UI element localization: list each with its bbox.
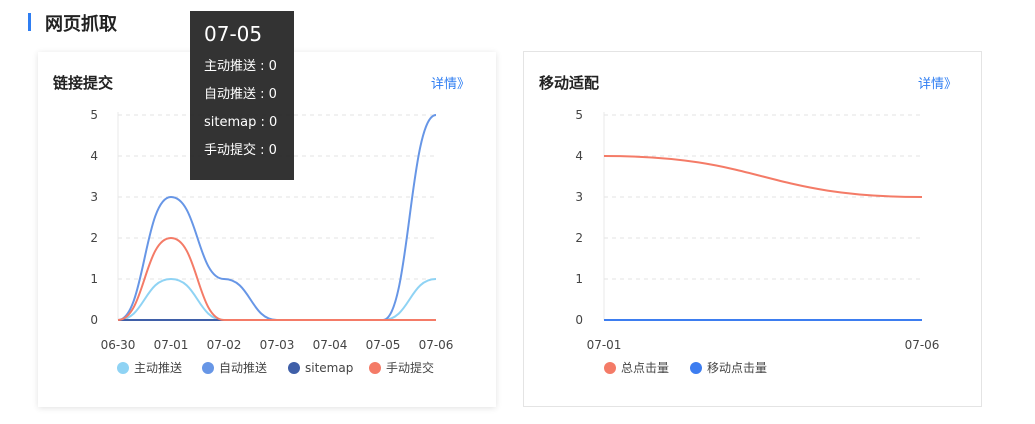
- y-tick-label: 1: [575, 272, 583, 286]
- tooltip-row: 手动提交 : 0: [204, 143, 277, 158]
- y-tick-label: 5: [575, 108, 583, 122]
- y-tick-label: 1: [90, 272, 98, 286]
- x-tick-label: 07-02: [207, 338, 242, 352]
- legend-label[interactable]: 手动提交: [386, 360, 434, 375]
- tooltip-row: sitemap : 0: [204, 115, 278, 130]
- tooltip-row: 主动推送 : 0: [204, 59, 277, 74]
- tooltip-title: 07-05: [204, 22, 263, 46]
- legend-marker[interactable]: [288, 362, 300, 374]
- legend-label[interactable]: 自动推送: [219, 360, 267, 375]
- mobile-adapt-title: 移动适配: [539, 74, 600, 92]
- x-tick-label: 07-04: [313, 338, 348, 352]
- tooltip-row: 自动推送 : 0: [204, 87, 277, 102]
- x-tick-label: 07-01: [587, 338, 622, 352]
- y-tick-label: 3: [90, 190, 98, 204]
- y-tick-label: 2: [90, 231, 98, 245]
- section-title: 网页抓取: [45, 14, 117, 35]
- legend-label[interactable]: 主动推送: [134, 360, 182, 375]
- legend-marker[interactable]: [690, 362, 702, 374]
- series-line: [117, 277, 437, 322]
- x-tick-label: 07-03: [260, 338, 295, 352]
- legend-label[interactable]: sitemap: [305, 361, 353, 375]
- y-tick-label: 4: [90, 149, 98, 163]
- x-tick-label: 07-06: [905, 338, 940, 352]
- series-line: [603, 155, 923, 198]
- x-tick-label: 07-06: [419, 338, 454, 352]
- series-line: [117, 236, 436, 322]
- section-accent-bar: [28, 13, 31, 31]
- x-tick-label: 07-01: [154, 338, 189, 352]
- mobile-adapt-card: 移动适配 详情》: [523, 51, 982, 407]
- link-submit-detail-link[interactable]: 详情》: [431, 77, 471, 92]
- legend-marker[interactable]: [117, 362, 129, 374]
- y-tick-label: 0: [575, 313, 583, 327]
- y-tick-label: 0: [90, 313, 98, 327]
- x-tick-label: 07-05: [366, 338, 401, 352]
- y-tick-label: 4: [575, 149, 583, 163]
- y-tick-label: 3: [575, 190, 583, 204]
- x-tick-label: 06-30: [101, 338, 136, 352]
- link-submit-title: 链接提交: [53, 74, 114, 92]
- mobile-adapt-detail-link[interactable]: 详情》: [918, 77, 958, 92]
- chart-tooltip: 07-05 主动推送 : 0 自动推送 : 0 sitemap : 0 手动提交…: [190, 11, 294, 180]
- legend-marker[interactable]: [202, 362, 214, 374]
- legend-marker[interactable]: [369, 362, 381, 374]
- y-tick-label: 5: [90, 108, 98, 122]
- legend-label[interactable]: 移动点击量: [707, 361, 767, 375]
- legend-label[interactable]: 总点击量: [621, 361, 669, 375]
- legend-marker[interactable]: [604, 362, 616, 374]
- y-tick-label: 2: [575, 231, 583, 245]
